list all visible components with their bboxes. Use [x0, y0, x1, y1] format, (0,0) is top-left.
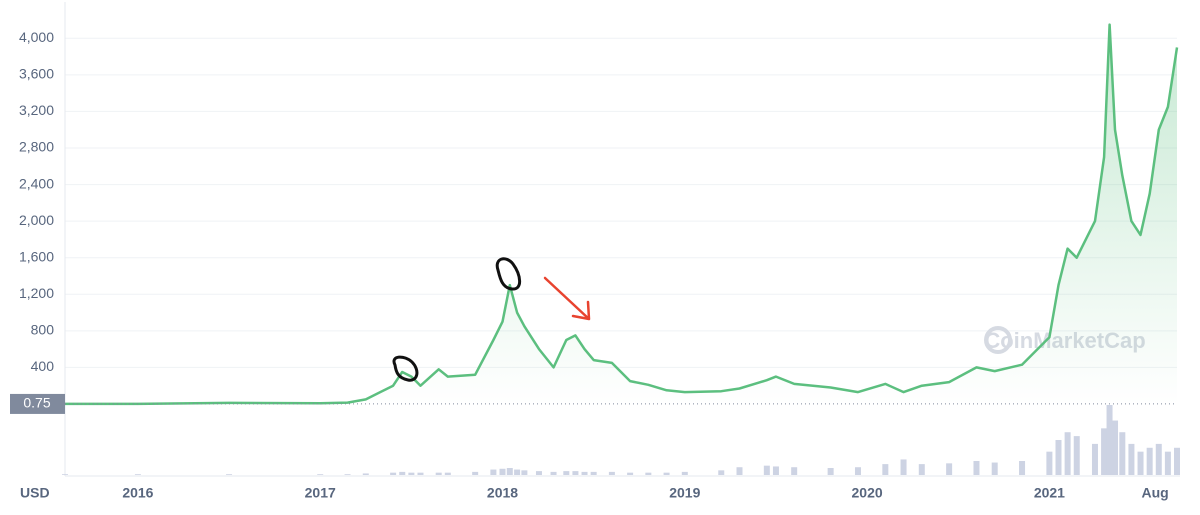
- price-line: [65, 23, 1179, 406]
- x-tick-label: Aug: [1142, 485, 1169, 501]
- volume-bar: [499, 468, 506, 475]
- currency-label: USD: [20, 485, 50, 501]
- volume-bar: [718, 470, 725, 475]
- y-tick-label: 2,800: [19, 139, 54, 155]
- volume-bar: [681, 471, 688, 475]
- volume-bar: [472, 471, 479, 475]
- y-tick-label: 2,000: [19, 212, 54, 228]
- volume-bar: [918, 464, 925, 475]
- volume-bar: [521, 470, 528, 475]
- y-tick-label: 800: [31, 322, 55, 338]
- volume-bar: [590, 471, 597, 475]
- volume-bar: [946, 463, 953, 475]
- volume-bar: [1055, 440, 1062, 475]
- volume-bar: [1119, 432, 1126, 475]
- volume-bar: [608, 471, 615, 475]
- plot: [62, 23, 1180, 475]
- x-tick-label: 2020: [852, 485, 883, 501]
- volume-bar: [572, 471, 579, 475]
- volume-bar: [854, 467, 861, 475]
- x-tick-label: 2019: [669, 485, 700, 501]
- volume-bar: [1106, 405, 1113, 475]
- y-tick-label: 3,600: [19, 66, 54, 82]
- y-tick-label: 2,400: [19, 175, 54, 191]
- volume-bar: [550, 471, 557, 475]
- annotation-arrow: [543, 276, 591, 321]
- volume-bar: [435, 472, 442, 475]
- volume-bar: [1155, 443, 1162, 475]
- volume-bar: [62, 474, 68, 475]
- x-tick-label: 2016: [122, 485, 153, 501]
- volume-bar: [973, 461, 980, 475]
- y-tick-label: 1,200: [19, 285, 54, 301]
- volume-bar: [417, 472, 424, 475]
- volume-bar: [791, 467, 798, 475]
- volume-bar: [1019, 461, 1026, 475]
- watermark-logo: [984, 326, 1012, 354]
- volume-bar: [827, 468, 834, 475]
- price-area: [65, 24, 1177, 404]
- x-tick-label: 2021: [1034, 485, 1065, 501]
- volume-bar: [1064, 432, 1071, 475]
- volume-bar: [535, 471, 542, 475]
- volume-bar: [645, 472, 652, 475]
- annotation-circle: [392, 355, 419, 382]
- y-tick-label: 4,000: [19, 29, 54, 45]
- x-tick-label: 2017: [305, 485, 336, 501]
- volume-bar: [226, 474, 233, 475]
- volume-bar: [506, 468, 513, 475]
- volume-bar: [882, 464, 889, 475]
- volume-bar: [900, 459, 907, 475]
- volume-bar: [563, 471, 570, 475]
- volume-bar: [1073, 436, 1080, 475]
- volume-bar: [991, 462, 998, 475]
- volume-bar: [1091, 443, 1098, 475]
- volume-bar: [581, 471, 588, 475]
- volume-bar: [344, 474, 351, 475]
- x-tick-label: 2018: [487, 485, 518, 501]
- volume-bar: [627, 472, 634, 475]
- volume-bar: [490, 469, 497, 475]
- volume-bar: [1146, 447, 1153, 475]
- current-price-box: [10, 393, 65, 414]
- volume-bar: [1174, 447, 1180, 475]
- current-price-label: 0.75: [23, 395, 50, 411]
- volume-bar: [1046, 451, 1053, 475]
- volume-bar: [1101, 428, 1108, 475]
- volume-bar: [317, 474, 324, 475]
- volume-bar: [362, 473, 369, 475]
- y-tick-label: 3,200: [19, 102, 54, 118]
- volume-bar: [736, 467, 743, 475]
- volume-bar: [772, 466, 779, 475]
- volume-bar: [1164, 451, 1171, 475]
- volume-bar: [1112, 420, 1119, 475]
- volume-bar: [444, 472, 451, 475]
- volume-bar: [1137, 451, 1144, 475]
- grid: [65, 37, 1177, 368]
- y-tick-label: 400: [31, 358, 55, 374]
- volume-bar: [390, 472, 397, 475]
- volume-bar: [663, 472, 670, 475]
- volume-bar: [763, 465, 770, 475]
- volume-bar: [1128, 443, 1135, 475]
- volume-bar: [408, 472, 415, 475]
- volume-bar: [134, 474, 141, 475]
- volume-bar: [399, 471, 406, 475]
- annotation-circle: [495, 257, 522, 291]
- y-tick-label: 1,600: [19, 248, 54, 264]
- volume-bar: [514, 469, 521, 475]
